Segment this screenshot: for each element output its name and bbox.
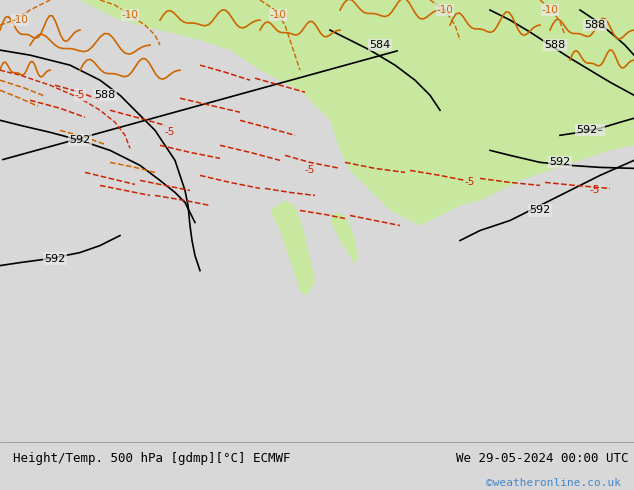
Text: 588: 588 [585,20,605,30]
Text: 592: 592 [69,135,91,146]
Text: -5: -5 [305,166,315,175]
Text: -5: -5 [465,177,476,187]
Text: 584: 584 [370,40,391,50]
Text: 592: 592 [550,157,571,168]
Polygon shape [0,0,634,225]
Text: -5: -5 [590,185,600,196]
Text: 592: 592 [529,205,550,216]
Text: 592: 592 [44,254,66,264]
Polygon shape [270,200,315,295]
Text: -10: -10 [437,5,453,15]
Text: ©weatheronline.co.uk: ©weatheronline.co.uk [486,478,621,488]
Text: 588: 588 [94,90,115,100]
Text: 592₋: 592₋ [576,125,604,135]
Text: -10: -10 [541,5,559,15]
Text: -10: -10 [269,10,287,20]
Text: We 29-05-2024 00:00 UTC (12+12): We 29-05-2024 00:00 UTC (12+12) [456,452,634,465]
Text: -10: -10 [11,15,29,25]
Text: 588: 588 [545,40,566,50]
Text: Height/Temp. 500 hPa [gdmp][°C] ECMWF: Height/Temp. 500 hPa [gdmp][°C] ECMWF [13,452,290,465]
Text: -5: -5 [75,90,85,100]
Polygon shape [330,213,358,266]
Text: -5: -5 [165,127,175,137]
Text: -10: -10 [122,10,138,20]
